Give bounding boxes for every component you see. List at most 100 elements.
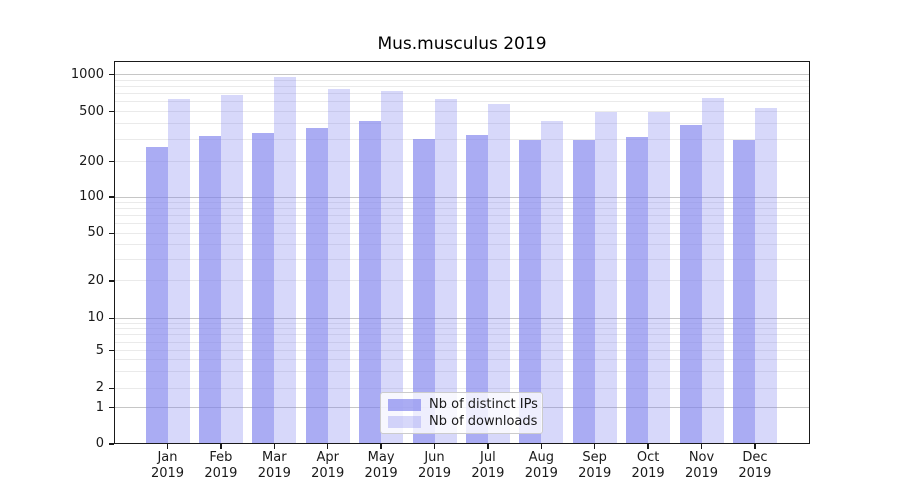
x-tick-month: Dec	[742, 450, 768, 465]
gridline-minor	[114, 371, 810, 373]
gridline-minor	[114, 280, 810, 282]
x-tick-mark	[327, 444, 329, 449]
x-tick-label: Feb 2019	[189, 450, 253, 482]
x-tick-mark	[487, 444, 489, 449]
x-tick-label: Jun 2019	[403, 450, 467, 482]
bar-distinct-ips	[145, 147, 168, 444]
x-tick-label: May 2019	[349, 450, 413, 482]
x-tick-year: 2019	[311, 466, 345, 481]
gridline-minor	[114, 202, 810, 204]
y-tick-label: 500	[79, 103, 104, 119]
x-tick-label: Dec 2019	[723, 450, 787, 482]
x-tick-year: 2019	[257, 466, 291, 481]
x-tick-label: Mar 2019	[242, 450, 306, 482]
x-tick-label: Nov 2019	[670, 450, 734, 482]
x-tick-month: May	[367, 450, 395, 465]
y-tick-label: 50	[87, 225, 104, 241]
gridline-major	[114, 74, 810, 76]
x-tick-mark	[754, 444, 756, 449]
x-tick-label: Apr 2019	[296, 450, 360, 482]
bar-distinct-ips	[572, 140, 595, 444]
gridline-minor	[114, 232, 810, 234]
y-tick-label: 10	[87, 310, 104, 326]
gridline-major	[114, 196, 810, 198]
gridline-minor	[114, 101, 810, 103]
gridline-minor	[114, 123, 810, 125]
x-tick-mark	[700, 444, 703, 449]
y-tick-label: 1000	[70, 66, 104, 82]
y-tick-label: 100	[79, 189, 104, 204]
bar-distinct-ips	[626, 136, 649, 444]
x-tick-month: Aug	[528, 450, 554, 465]
x-tick-mark	[273, 444, 275, 449]
x-tick-month: Jul	[480, 450, 496, 465]
y-tick-mark	[109, 74, 114, 76]
bar-distinct-ips	[732, 139, 755, 444]
y-tick-label: 0	[95, 436, 104, 451]
legend-label-downloads: Nb of downloads	[429, 414, 538, 429]
x-tick-label: Sep 2019	[563, 450, 627, 482]
bar-downloads	[648, 111, 671, 444]
bar-distinct-ips	[252, 132, 275, 444]
gridline-minor	[114, 244, 810, 246]
x-tick-month: Oct	[636, 450, 660, 465]
gridline-minor	[114, 111, 810, 113]
bar-distinct-ips	[198, 136, 221, 444]
x-tick-month: Apr	[316, 450, 339, 465]
x-tick-year: 2019	[524, 466, 558, 481]
bar-distinct-ips	[359, 121, 382, 444]
x-tick-month: Mar	[262, 450, 287, 465]
x-tick-month: Jan	[157, 450, 178, 465]
x-tick-month: Jun	[424, 450, 445, 465]
bar-downloads	[541, 120, 564, 444]
y-tick-label: 5	[95, 342, 104, 358]
gridline-minor	[114, 215, 810, 217]
y-tick-mark	[109, 387, 114, 389]
x-tick-year: 2019	[684, 466, 719, 481]
legend-item-downloads: Nb of downloads	[388, 414, 538, 429]
bar-distinct-ips	[519, 140, 542, 444]
y-tick-mark	[109, 350, 114, 352]
y-tick-mark	[109, 280, 114, 282]
gridline-minor	[114, 350, 810, 352]
y-tick-label: 1	[95, 399, 104, 415]
gridline-minor	[114, 93, 810, 95]
bar-downloads	[487, 103, 510, 444]
gridline-minor	[114, 359, 810, 361]
x-tick-label: Jul 2019	[456, 450, 520, 482]
bar-downloads	[327, 89, 350, 444]
y-tick-label: 2	[95, 380, 104, 396]
y-tick-label: 200	[79, 153, 104, 169]
legend-swatch-downloads	[388, 415, 421, 428]
legend-swatch-distinct-ips	[388, 398, 421, 411]
bar-distinct-ips	[305, 128, 328, 444]
x-tick-year: 2019	[364, 466, 398, 481]
x-tick-year: 2019	[578, 466, 612, 481]
y-tick-mark	[109, 232, 114, 234]
x-tick-year: 2019	[738, 466, 772, 481]
gridline-minor	[114, 161, 810, 163]
y-tick-mark	[109, 317, 114, 319]
x-tick-year: 2019	[204, 466, 238, 481]
gridline-minor	[114, 139, 810, 141]
bar-distinct-ips	[679, 125, 702, 444]
legend: Nb of distinct IPs Nb of downloads	[380, 392, 543, 434]
gridline-major	[114, 317, 810, 319]
chart-title: Mus.musculus 2019	[377, 34, 547, 54]
bar-downloads	[274, 77, 297, 444]
x-tick-year: 2019	[417, 466, 452, 481]
legend-item-distinct-ips: Nb of distinct IPs	[388, 397, 538, 412]
bar-downloads	[594, 111, 617, 444]
y-tick-label: 20	[87, 272, 104, 288]
gridline-minor	[114, 387, 810, 389]
bar-downloads	[220, 95, 243, 444]
x-tick-label: Aug 2019	[509, 450, 573, 482]
x-tick-mark	[594, 444, 596, 449]
y-tick-mark	[109, 443, 114, 445]
bar-distinct-ips	[465, 135, 488, 444]
bar-downloads	[167, 98, 190, 444]
x-tick-month: Feb	[209, 450, 233, 465]
gridline-minor	[114, 223, 810, 225]
bar-downloads	[701, 97, 724, 444]
x-tick-year: 2019	[471, 466, 505, 481]
